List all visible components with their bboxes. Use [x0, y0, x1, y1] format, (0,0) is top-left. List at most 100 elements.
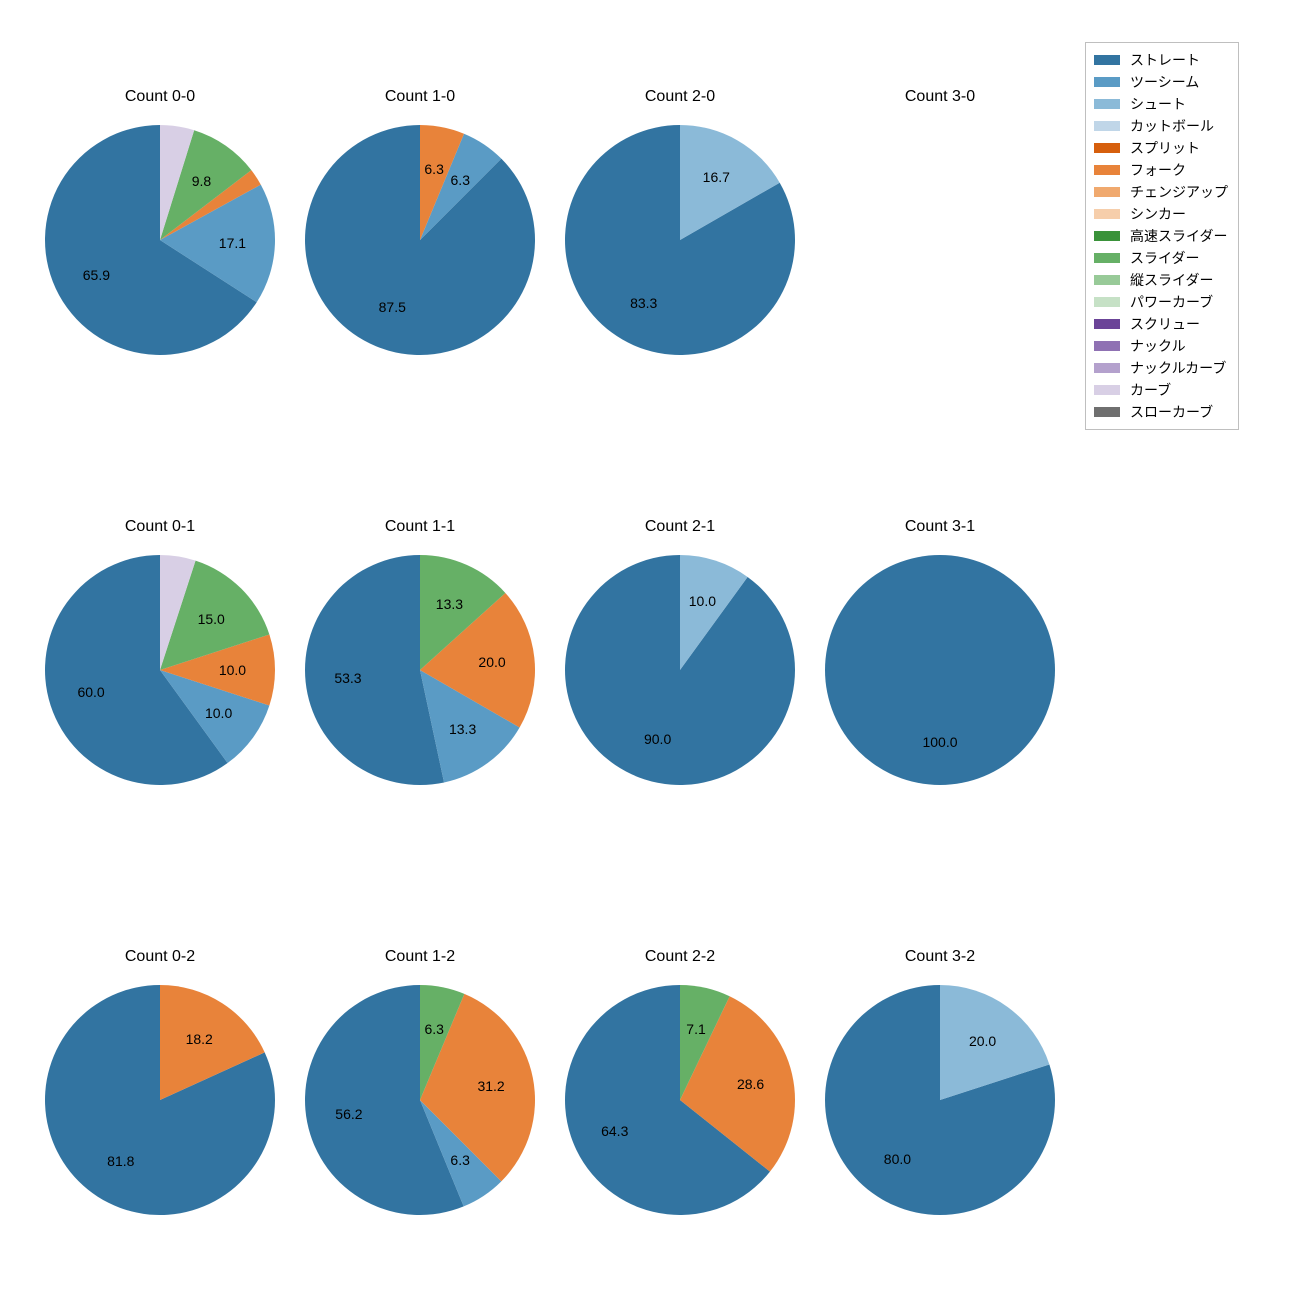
pie-slice-label: 31.2 [477, 1078, 504, 1094]
legend-swatch [1094, 121, 1120, 131]
legend-label: 縦スライダー [1130, 270, 1213, 290]
legend-label: カーブ [1130, 380, 1171, 400]
legend-label: チェンジアップ [1130, 182, 1228, 202]
legend-label: スライダー [1130, 248, 1199, 268]
legend-item: 縦スライダー [1094, 269, 1228, 291]
legend-item: ストレート [1094, 49, 1228, 71]
pie-slice-label: 10.0 [205, 705, 232, 721]
pie-slice-label: 6.3 [451, 172, 470, 188]
legend: ストレートツーシームシュートカットボールスプリットフォークチェンジアップシンカー… [1085, 42, 1239, 430]
chart-title-count-1-0: Count 1-0 [315, 88, 525, 106]
legend-label: パワーカーブ [1130, 292, 1213, 312]
pie-slice-label: 65.9 [83, 267, 110, 283]
pie-slice [825, 555, 1055, 785]
pie-slice-label: 16.7 [703, 169, 730, 185]
legend-label: 高速スライダー [1130, 226, 1227, 246]
pie-slice-label: 80.0 [884, 1151, 911, 1167]
pie-slice-label: 87.5 [379, 299, 406, 315]
pie-slice-label: 9.8 [192, 173, 211, 189]
legend-item: スプリット [1094, 137, 1228, 159]
pie-slice-label: 6.3 [450, 1152, 469, 1168]
chart-title-count-2-2: Count 2-2 [575, 948, 785, 966]
chart-title-count-0-2: Count 0-2 [55, 948, 265, 966]
legend-item: ナックル [1094, 335, 1228, 357]
legend-label: ストレート [1130, 50, 1200, 70]
pie-slice-label: 7.1 [686, 1021, 705, 1037]
pie-count-2-2 [565, 985, 795, 1215]
pie-slice-label: 20.0 [478, 654, 505, 670]
pie-count-1-0 [305, 125, 535, 355]
chart-title-count-3-1: Count 3-1 [835, 518, 1045, 536]
legend-swatch [1094, 143, 1120, 153]
legend-swatch [1094, 319, 1120, 329]
pie-slice-label: 13.3 [436, 596, 463, 612]
pie-slice-label: 6.3 [425, 1021, 444, 1037]
legend-item: パワーカーブ [1094, 291, 1228, 313]
legend-label: ナックル [1130, 336, 1186, 356]
pie-count-3-2 [825, 985, 1055, 1215]
legend-label: フォーク [1130, 160, 1186, 180]
chart-title-count-0-0: Count 0-0 [55, 88, 265, 106]
pie-slice-label: 60.0 [77, 684, 104, 700]
legend-item: チェンジアップ [1094, 181, 1228, 203]
pie-slice-label: 17.1 [219, 235, 246, 251]
pie-slice-label: 28.6 [737, 1076, 764, 1092]
legend-swatch [1094, 363, 1120, 373]
legend-label: シュート [1130, 94, 1186, 114]
legend-item: カットボール [1094, 115, 1228, 137]
legend-swatch [1094, 99, 1120, 109]
pie-slice-label: 90.0 [644, 731, 671, 747]
chart-title-count-0-1: Count 0-1 [55, 518, 265, 536]
pie-slice-label: 83.3 [630, 295, 657, 311]
legend-swatch [1094, 187, 1120, 197]
legend-item: スクリュー [1094, 313, 1228, 335]
legend-swatch [1094, 231, 1120, 241]
pie-slice-label: 13.3 [449, 721, 476, 737]
pie-slice-label: 56.2 [335, 1106, 362, 1122]
legend-item: シンカー [1094, 203, 1228, 225]
pie-slice-label: 20.0 [969, 1033, 996, 1049]
legend-label: スクリュー [1130, 314, 1200, 334]
legend-label: ナックルカーブ [1130, 358, 1226, 378]
chart-title-count-1-1: Count 1-1 [315, 518, 525, 536]
pie-slice-label: 10.0 [219, 662, 246, 678]
legend-item: スローカーブ [1094, 401, 1228, 423]
pie-count-3-1 [825, 555, 1055, 785]
pie-count-1-2 [305, 985, 535, 1215]
pie-slice-label: 18.2 [186, 1031, 213, 1047]
legend-swatch [1094, 77, 1120, 87]
legend-swatch [1094, 253, 1120, 263]
pie-slice-label: 100.0 [922, 734, 957, 750]
legend-swatch [1094, 55, 1120, 65]
pie-slice-label: 53.3 [334, 670, 361, 686]
pie-slice-label: 15.0 [198, 611, 225, 627]
legend-label: スローカーブ [1130, 402, 1213, 422]
legend-label: スプリット [1130, 138, 1200, 158]
legend-item: カーブ [1094, 379, 1228, 401]
pie-slice-label: 10.0 [689, 593, 716, 609]
legend-label: ツーシーム [1130, 72, 1199, 92]
chart-title-count-2-0: Count 2-0 [575, 88, 785, 106]
legend-swatch [1094, 341, 1120, 351]
legend-item: ツーシーム [1094, 71, 1228, 93]
chart-title-count-2-1: Count 2-1 [575, 518, 785, 536]
chart-title-count-3-2: Count 3-2 [835, 948, 1045, 966]
legend-swatch [1094, 297, 1120, 307]
legend-item: スライダー [1094, 247, 1228, 269]
legend-item: 高速スライダー [1094, 225, 1228, 247]
chart-title-count-1-2: Count 1-2 [315, 948, 525, 966]
legend-swatch [1094, 407, 1120, 417]
pie-slice-label: 64.3 [601, 1123, 628, 1139]
chart-title-count-3-0: Count 3-0 [835, 88, 1045, 106]
legend-label: カットボール [1130, 116, 1214, 136]
legend-swatch [1094, 209, 1120, 219]
pie-count-2-0 [565, 125, 795, 355]
pie-count-2-1 [565, 555, 795, 785]
legend-swatch [1094, 275, 1120, 285]
legend-swatch [1094, 385, 1120, 395]
pie-count-0-2 [45, 985, 275, 1215]
legend-swatch [1094, 165, 1120, 175]
chart-grid: Count 0-0 65.9 17.1 9.8 Count 1-0 87.5 6.3 6.3 C… [0, 0, 1300, 1300]
legend-item: ナックルカーブ [1094, 357, 1228, 379]
pie-slice-label: 6.3 [424, 161, 443, 177]
